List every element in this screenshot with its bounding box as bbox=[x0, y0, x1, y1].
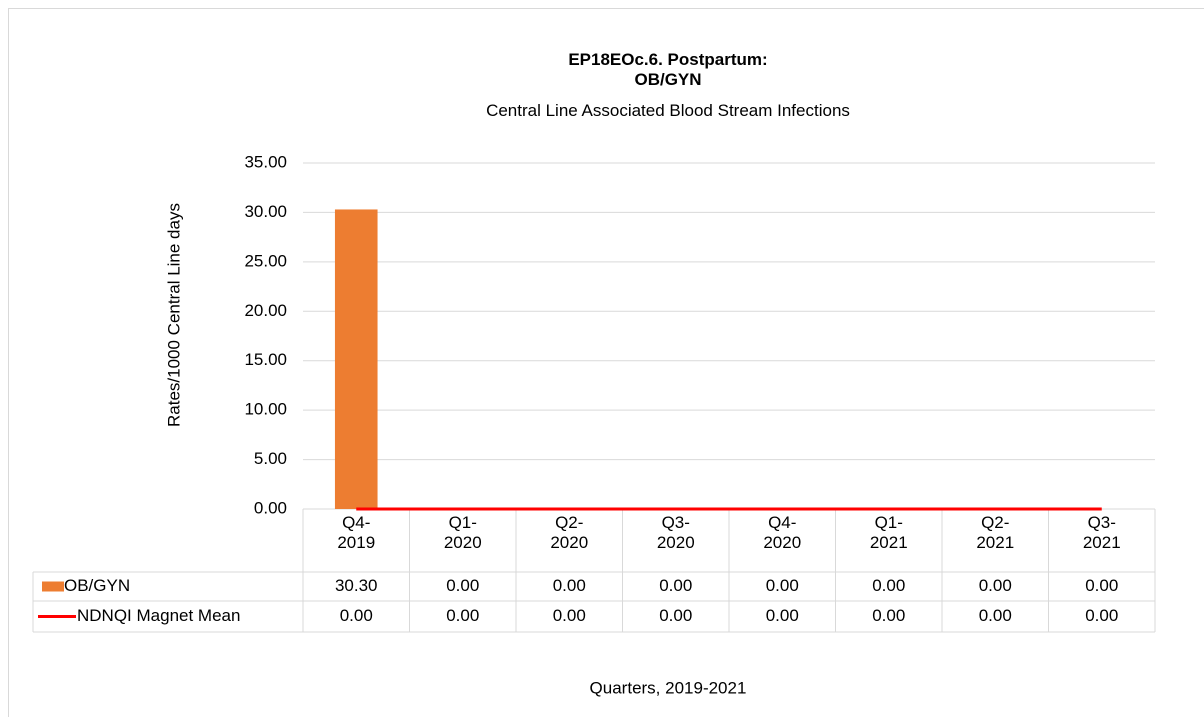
x-tick-label: Q2- 2021 bbox=[976, 513, 1015, 552]
x-axis-label: Quarters, 2019-2021 bbox=[590, 678, 747, 697]
bar bbox=[334, 209, 378, 509]
chart-title: EP18EOc.6. Postpartum: OB/GYN bbox=[568, 50, 768, 89]
table-value: 0.00 bbox=[979, 606, 1012, 625]
x-tick-label: Q4- 2020 bbox=[763, 513, 802, 552]
y-tick-label: 5.00 bbox=[254, 449, 287, 468]
y-tick-label: 15.00 bbox=[244, 350, 287, 369]
chart-subtitle: Central Line Associated Blood Stream Inf… bbox=[486, 101, 850, 120]
table-value: 0.00 bbox=[553, 606, 586, 625]
table-value: 0.00 bbox=[766, 576, 799, 595]
table-value: 30.30 bbox=[335, 576, 378, 595]
chart-border bbox=[8, 8, 1204, 717]
y-tick-label: 30.00 bbox=[244, 202, 287, 221]
x-tick-label: Q2- 2020 bbox=[550, 513, 589, 552]
table-value: 0.00 bbox=[872, 576, 905, 595]
y-axis-label: Rates/1000 Central Line days bbox=[164, 203, 183, 427]
table-value: 0.00 bbox=[446, 606, 479, 625]
table-value: 0.00 bbox=[1085, 606, 1118, 625]
y-tick-label: 10.00 bbox=[244, 400, 287, 419]
table-value: 0.00 bbox=[872, 606, 905, 625]
table-value: 0.00 bbox=[553, 576, 586, 595]
legend-label: NDNQI Magnet Mean bbox=[77, 606, 240, 625]
y-tick-label: 0.00 bbox=[254, 498, 287, 517]
x-tick-label: Q1- 2021 bbox=[869, 513, 908, 552]
table-value: 0.00 bbox=[659, 606, 692, 625]
y-tick-label: 35.00 bbox=[244, 152, 287, 171]
x-tick-label: Q1- 2020 bbox=[443, 513, 482, 552]
legend-swatch bbox=[42, 581, 64, 592]
x-tick-label: Q3- 2021 bbox=[1082, 513, 1121, 552]
x-tick-label: Q3- 2020 bbox=[656, 513, 695, 552]
y-tick-label: 25.00 bbox=[244, 251, 287, 270]
table-value: 0.00 bbox=[979, 576, 1012, 595]
table-value: 0.00 bbox=[1085, 576, 1118, 595]
table-value: 0.00 bbox=[446, 576, 479, 595]
legend-label: OB/GYN bbox=[64, 576, 130, 595]
table-value: 0.00 bbox=[340, 606, 373, 625]
table-value: 0.00 bbox=[659, 576, 692, 595]
y-tick-label: 20.00 bbox=[244, 301, 287, 320]
x-tick-label: Q4- 2019 bbox=[337, 513, 376, 552]
table-value: 0.00 bbox=[766, 606, 799, 625]
